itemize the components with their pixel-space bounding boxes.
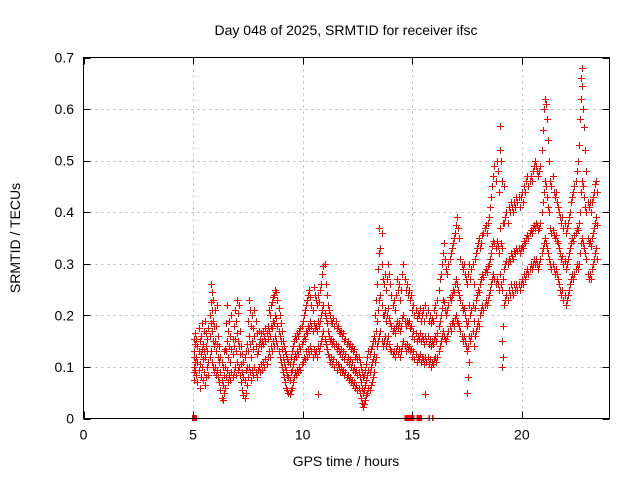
y-tick-label: 0.5 xyxy=(55,153,75,169)
grid-lines xyxy=(83,57,610,419)
x-tick-label: 10 xyxy=(295,427,311,443)
chart-title: Day 048 of 2025, SRMTID for receiver ifs… xyxy=(215,22,478,38)
y-tick-label: 0.7 xyxy=(55,50,75,66)
axis-ticks xyxy=(83,57,610,420)
x-axis-label: GPS time / hours xyxy=(293,453,400,469)
x-tick-label: 20 xyxy=(514,427,530,443)
x-tick-label: 0 xyxy=(80,427,88,443)
y-tick-label: 0.2 xyxy=(55,307,75,323)
y-axis-label: SRMTID / TECUs xyxy=(7,183,23,293)
x-tick-labels: 0 5 10 15 20 xyxy=(80,427,530,443)
y-tick-label: 0.6 xyxy=(55,101,75,117)
data-points xyxy=(191,65,601,411)
plot-border xyxy=(83,57,610,419)
y-tick-label: 0 xyxy=(66,411,74,427)
y-tick-label: 0.1 xyxy=(55,359,75,375)
y-tick-label: 0.3 xyxy=(55,256,75,272)
y-tick-label: 0.4 xyxy=(55,204,75,220)
x-tick-label: 15 xyxy=(404,427,420,443)
y-tick-labels: 0 0.1 0.2 0.3 0.4 0.5 0.6 0.7 xyxy=(55,50,75,427)
x-tick-label: 5 xyxy=(189,427,197,443)
series-SRMTID-markers xyxy=(191,65,601,411)
